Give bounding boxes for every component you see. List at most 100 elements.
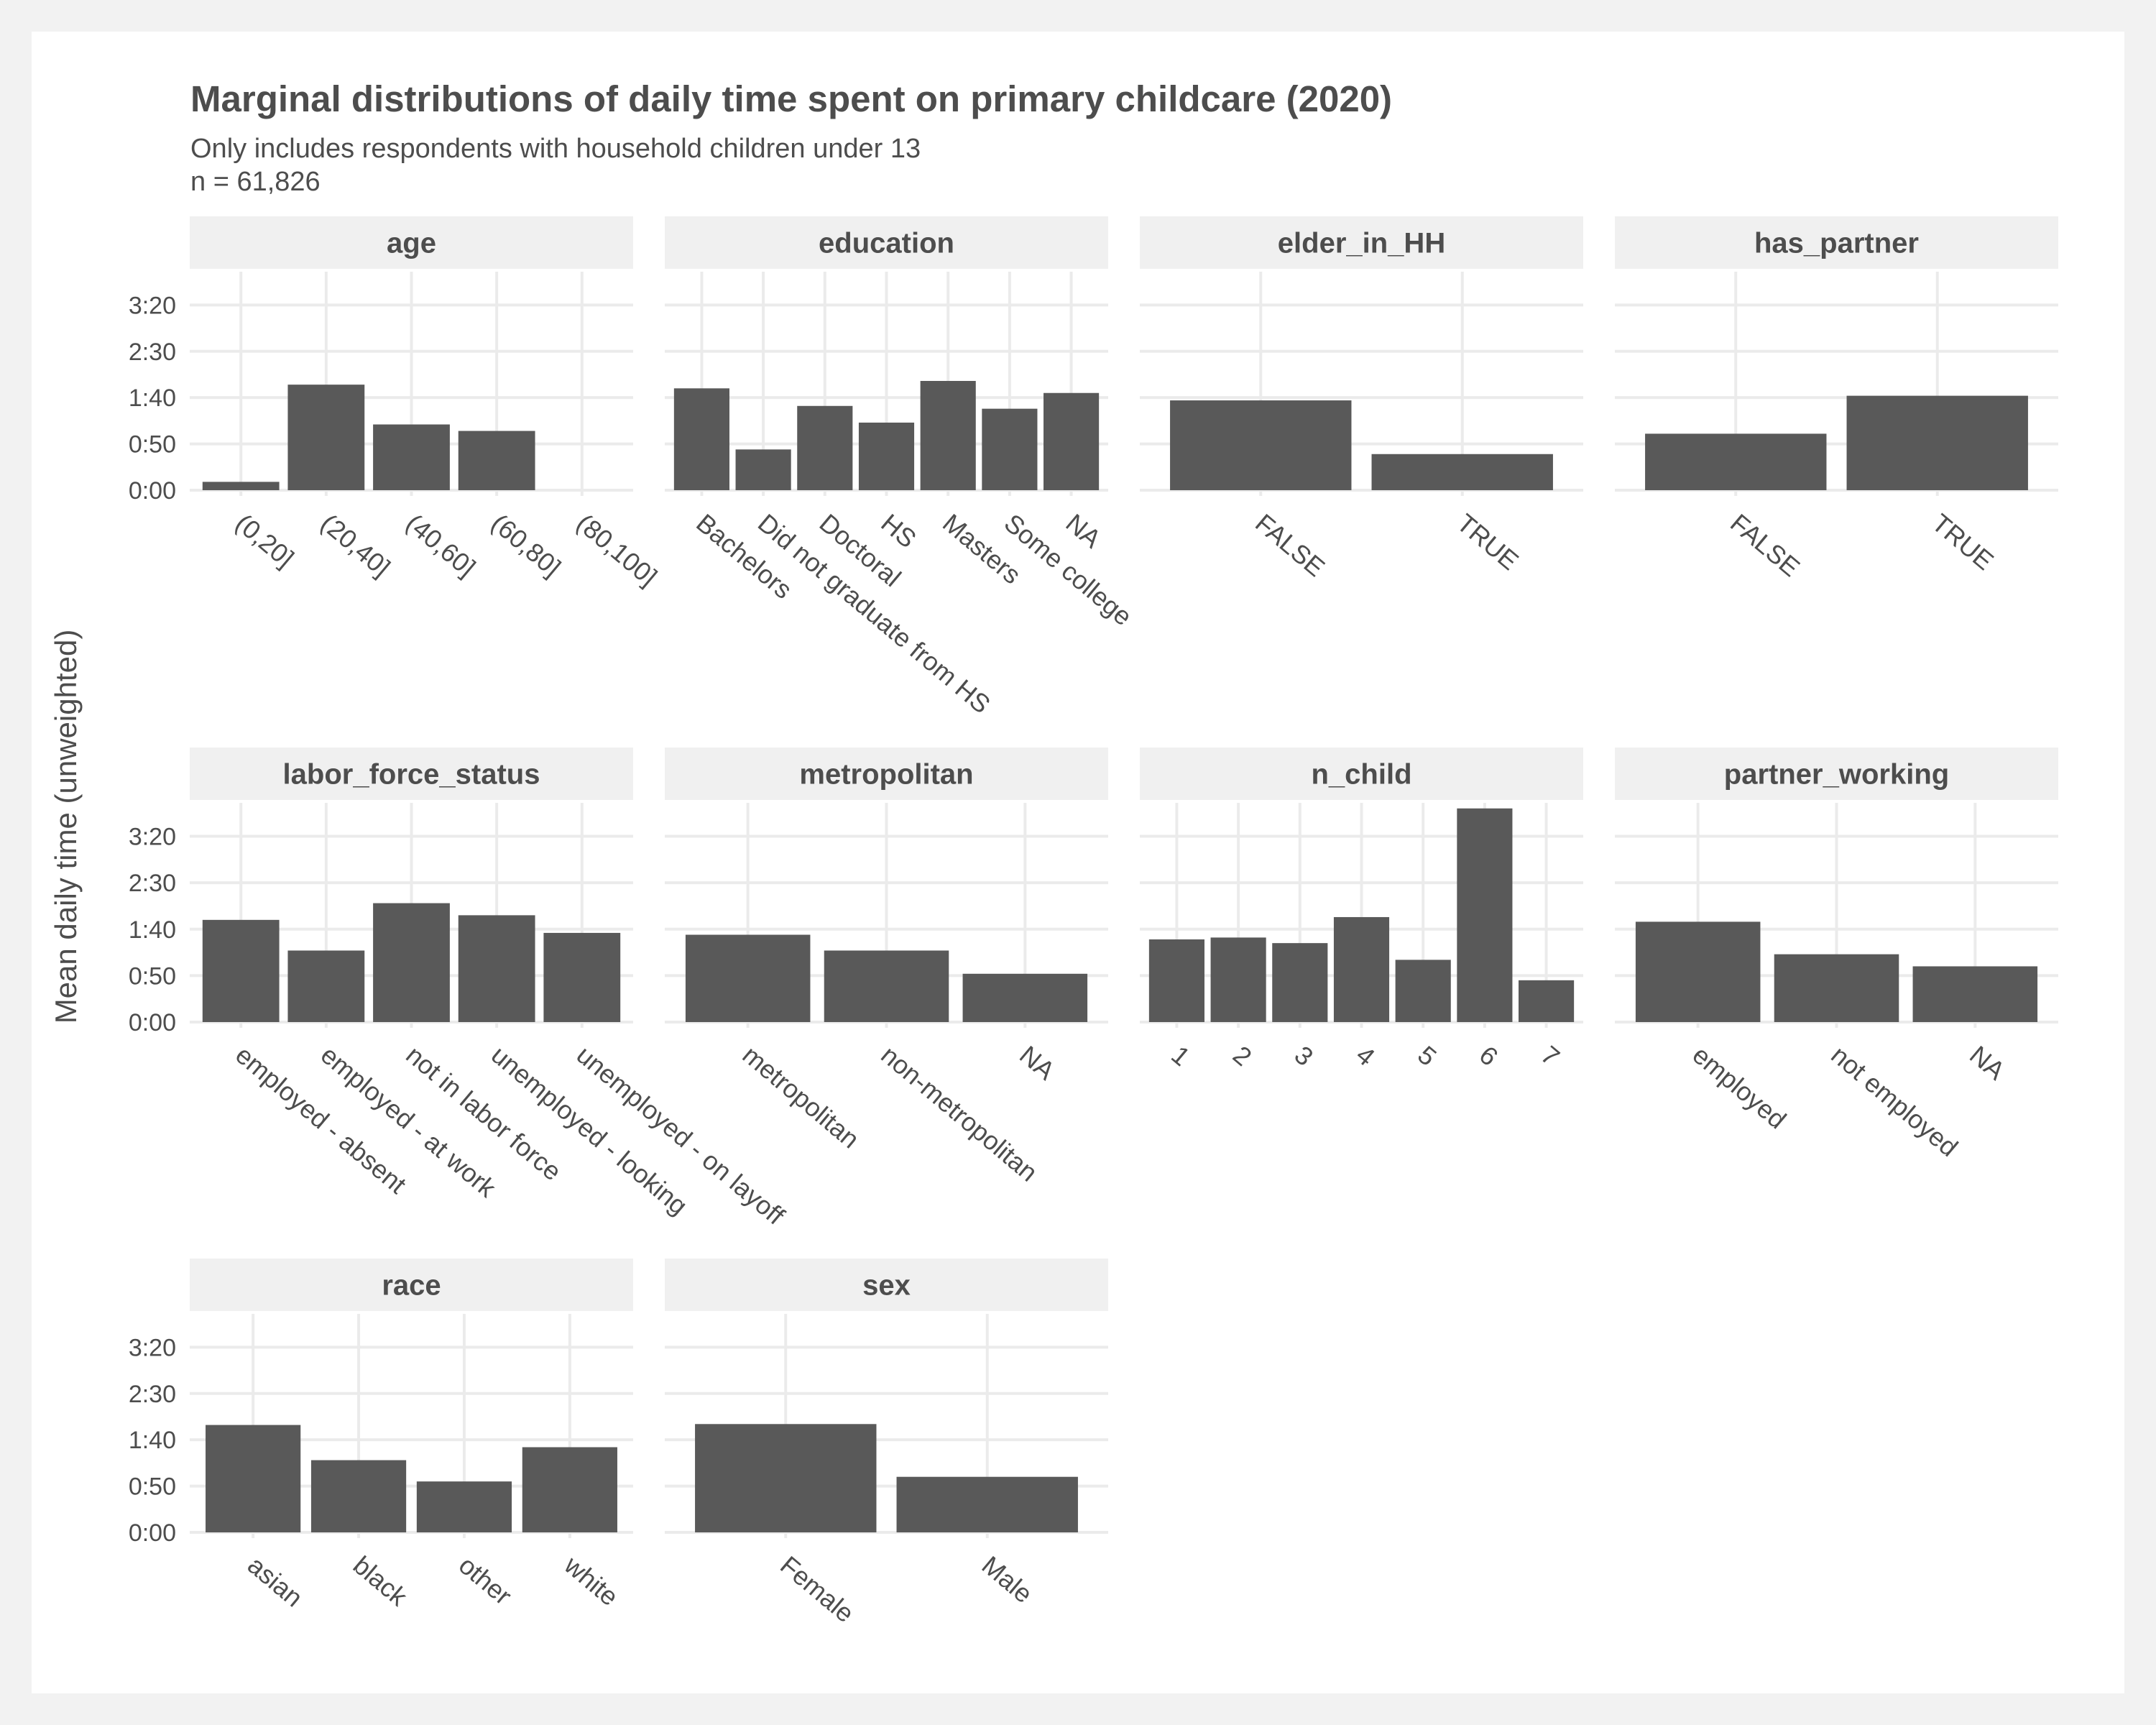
bar bbox=[962, 973, 1088, 1022]
bar bbox=[206, 1425, 301, 1532]
bar bbox=[1148, 939, 1204, 1022]
bar bbox=[685, 934, 811, 1022]
bar bbox=[1519, 980, 1575, 1022]
bar bbox=[458, 915, 535, 1022]
x-tick-label: black bbox=[348, 1550, 413, 1612]
facet-strip-label: elder_in_HH bbox=[1278, 228, 1445, 259]
bar bbox=[1635, 921, 1761, 1022]
bar bbox=[735, 449, 791, 490]
x-tick-label: 7 bbox=[1535, 1040, 1565, 1072]
facet-strip-label: n_child bbox=[1311, 759, 1411, 791]
x-tick-label: FALSE bbox=[1725, 508, 1805, 582]
bar bbox=[1333, 916, 1390, 1022]
x-tick-label: Female bbox=[775, 1550, 860, 1629]
facet-strip bbox=[1615, 216, 2058, 269]
y-tick-label: 0:50 bbox=[129, 1473, 176, 1501]
facet-strip bbox=[190, 1259, 633, 1311]
facet-strip bbox=[1140, 216, 1583, 269]
x-tick-label: asian bbox=[242, 1550, 308, 1613]
facet-strip-label: education bbox=[819, 228, 954, 259]
bar bbox=[695, 1424, 877, 1532]
x-tick-label: NA bbox=[1014, 1040, 1061, 1086]
bar bbox=[824, 950, 949, 1022]
subtitle-line-1: Only includes respondents with household… bbox=[190, 134, 921, 164]
bar bbox=[458, 431, 535, 490]
facet-strip bbox=[1140, 748, 1583, 800]
bar bbox=[202, 482, 280, 490]
y-tick-label: 3:20 bbox=[129, 1334, 176, 1361]
facet-strip-label: labor_force_status bbox=[283, 759, 540, 791]
x-tick-label: 6 bbox=[1474, 1040, 1504, 1072]
x-tick-label: TRUE bbox=[1927, 508, 1999, 576]
x-tick-label: 3 bbox=[1289, 1040, 1319, 1072]
bar bbox=[1170, 400, 1352, 490]
facet-strip bbox=[190, 748, 633, 800]
facet-strip bbox=[665, 1259, 1108, 1311]
x-tick-label: employed bbox=[1687, 1040, 1792, 1135]
y-tick-label: 2:30 bbox=[129, 870, 176, 897]
facet-strip-label: has_partner bbox=[1754, 228, 1919, 259]
chart-card: Marginal distributions of daily time spe… bbox=[32, 32, 2124, 1693]
x-tick-label: white bbox=[558, 1550, 625, 1611]
y-tick-label: 0:50 bbox=[129, 431, 176, 459]
bar bbox=[797, 405, 853, 490]
facet-panel-race: race asian black other white 0:00 0:50 1:40 2:30… bbox=[129, 1259, 633, 1612]
facet-strip-label: partner_working bbox=[1724, 759, 1949, 791]
y-tick-label: 2:30 bbox=[129, 1381, 176, 1408]
facet-panel-partner_working: partner_working employed not employed NA bbox=[1615, 748, 2058, 1162]
x-tick-label: TRUE bbox=[1452, 508, 1524, 576]
y-tick-label: 0:50 bbox=[129, 962, 176, 990]
facet-panel-n_child: n_child 1 2 3 4 5 6 7 bbox=[1140, 748, 1583, 1072]
y-tick-label: 3:20 bbox=[129, 824, 176, 851]
subtitle-line-2: n = 61,826 bbox=[190, 167, 321, 197]
x-tick-label: metropolitan bbox=[737, 1040, 865, 1154]
x-tick-label: not in labor force bbox=[400, 1040, 567, 1187]
bar bbox=[982, 408, 1038, 490]
bar bbox=[1912, 966, 2038, 1022]
x-tick-label: NA bbox=[1964, 1040, 2011, 1086]
x-tick-label: NA bbox=[1060, 508, 1107, 554]
bar bbox=[1272, 943, 1328, 1022]
bar bbox=[310, 1460, 407, 1532]
y-tick-label: 2:30 bbox=[129, 339, 176, 366]
facet-panel-age: age (0,20] (20,40] (40,60] (60,80] (80,100] 0:… bbox=[129, 216, 663, 592]
bar bbox=[287, 950, 365, 1022]
bar bbox=[858, 422, 915, 490]
y-tick-label: 1:40 bbox=[129, 916, 176, 944]
x-tick-label: (80,100] bbox=[571, 508, 663, 592]
y-tick-label: 0:00 bbox=[129, 1009, 176, 1036]
chart-subtitle: Only includes respondents with household… bbox=[190, 132, 921, 198]
facet-strip-label: sex bbox=[862, 1270, 911, 1302]
x-tick-label: HS bbox=[875, 508, 922, 554]
facet-strip-label: age bbox=[387, 228, 436, 259]
y-tick-label: 3:20 bbox=[129, 292, 176, 319]
y-tick-label: 0:00 bbox=[129, 477, 176, 505]
bar bbox=[1210, 937, 1266, 1022]
x-tick-label: other bbox=[453, 1550, 517, 1611]
chart-title: Marginal distributions of daily time spe… bbox=[190, 78, 1393, 119]
bar bbox=[373, 903, 450, 1022]
x-tick-label: (0,20] bbox=[230, 508, 300, 574]
x-tick-label: (20,40] bbox=[315, 508, 396, 582]
bar bbox=[202, 919, 280, 1022]
x-tick-label: FALSE bbox=[1250, 508, 1330, 582]
bar bbox=[287, 385, 365, 490]
bar bbox=[920, 381, 976, 490]
facet-strip-label: metropolitan bbox=[799, 759, 973, 791]
facet-strip bbox=[665, 748, 1108, 800]
x-tick-label: 1 bbox=[1166, 1040, 1196, 1072]
bar bbox=[673, 388, 729, 490]
x-tick-label: 4 bbox=[1350, 1040, 1381, 1072]
x-tick-label: not employed bbox=[1825, 1040, 1963, 1162]
x-tick-label: (40,60] bbox=[400, 508, 481, 582]
bar bbox=[1371, 454, 1553, 490]
x-tick-label: Male bbox=[977, 1550, 1038, 1609]
bar bbox=[1457, 808, 1513, 1022]
y-tick-label: 1:40 bbox=[129, 1427, 176, 1454]
bar bbox=[896, 1476, 1078, 1532]
x-tick-label: (60,80] bbox=[486, 508, 566, 582]
bar bbox=[1395, 960, 1451, 1022]
